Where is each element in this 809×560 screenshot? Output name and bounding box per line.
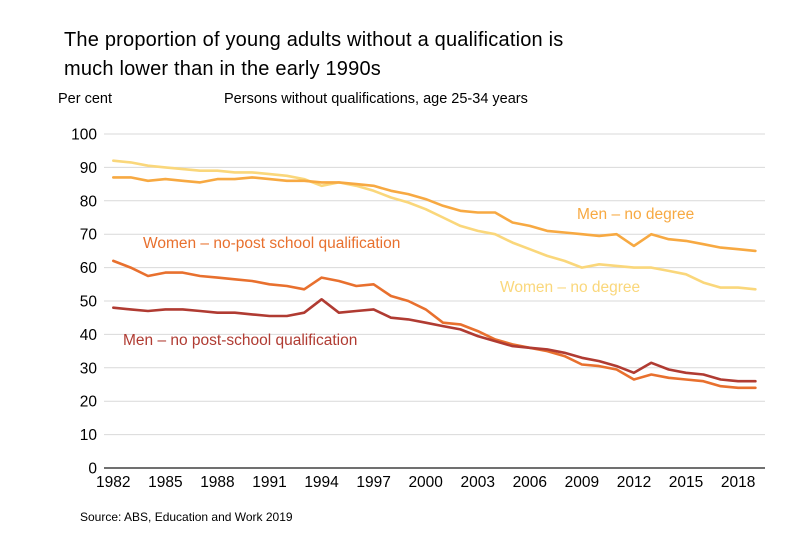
y-tick-label: 10 [80,427,98,444]
x-tick-label: 2003 [461,474,495,491]
chart-subtitle: Persons without qualifications, age 25-3… [224,91,528,107]
x-tick-label: 1997 [356,474,390,491]
series-line-2 [112,176,757,253]
series-label-4: Men – no post-school qualification [123,332,357,349]
series-line-1 [112,159,757,291]
x-tick-label: 1982 [96,474,130,491]
chart-title-line-2: much lower than in the early 1990s [64,58,381,80]
y-tick-label: 70 [80,227,98,244]
y-tick-label: 100 [71,127,97,144]
series-line-3 [112,259,757,390]
y-tick-label: 20 [80,394,98,411]
y-tick-label: 50 [80,294,98,311]
x-tick-label: 2006 [513,474,547,491]
chart-title-line-1: The proportion of young adults without a… [64,29,564,51]
x-tick-label: 2015 [669,474,703,491]
x-tick-label: 1994 [304,474,339,491]
y-tick-label: 30 [80,360,98,377]
y-tick-label: 80 [80,193,98,210]
y-tick-label: 90 [80,160,98,177]
x-tick-label: 2000 [408,474,443,491]
series-label-3: Women – no-post school qualification [143,235,400,252]
series-label-1: Women – no degree [500,279,640,296]
y-tick-label: 40 [80,327,98,344]
x-tick-label: 1988 [200,474,234,491]
chart-title: The proportion of young adults without a… [64,26,563,84]
y-tick-label: 60 [80,260,98,277]
y-tick-label: 0 [88,461,97,478]
y-axis-unit-label: Per cent [58,91,112,107]
series-line-4 [112,297,757,383]
x-tick-label: 2018 [721,474,755,491]
source-note: Source: ABS, Education and Work 2019 [80,510,293,524]
x-tick-label: 1985 [148,474,182,491]
x-tick-label: 2009 [565,474,599,491]
x-tick-label: 1991 [252,474,286,491]
series-label-2: Men – no degree [577,206,694,223]
x-tick-label: 2012 [617,474,651,491]
